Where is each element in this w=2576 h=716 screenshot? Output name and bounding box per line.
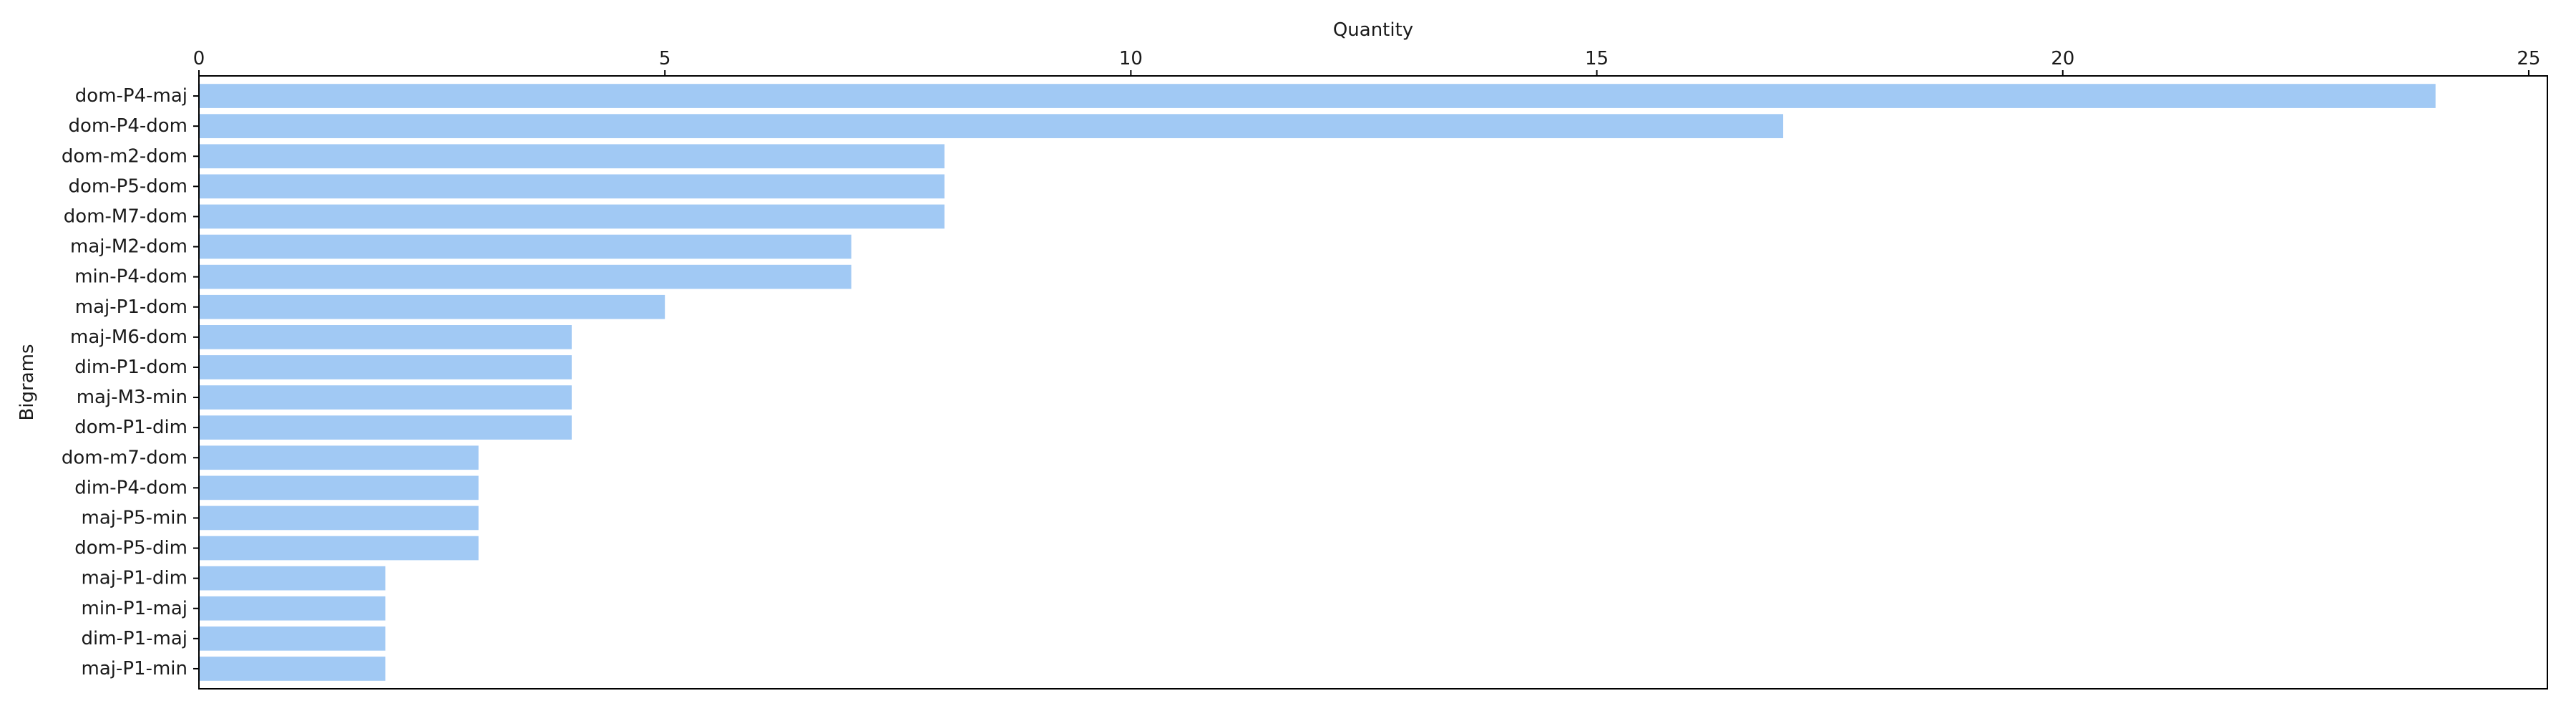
category-label: maj-P1-min: [82, 658, 188, 679]
x-tick-label: 25: [2517, 48, 2540, 69]
category-label: dim-P4-dom: [74, 477, 187, 498]
bar-dom-P5-dim: [199, 536, 479, 561]
bar-maj-M6-dom: [199, 325, 572, 349]
bar-maj-M3-min: [199, 385, 572, 410]
bar-dim-P4-dom: [199, 475, 479, 500]
bar-maj-P1-dim: [199, 566, 386, 591]
x-ticks-layer: 0 5 10 15 20 25: [193, 48, 2540, 76]
category-label: dom-P4-maj: [75, 85, 187, 107]
category-label: maj-P5-min: [82, 507, 188, 528]
category-label: dim-P1-dom: [74, 357, 187, 378]
category-label: maj-P1-dom: [75, 296, 187, 318]
category-label: dom-P5-dom: [69, 175, 187, 197]
x-axis-title: Quantity: [1333, 19, 1413, 41]
category-label: min-P4-dom: [74, 266, 187, 288]
x-tick-label: 5: [659, 48, 671, 69]
bar-min-P1-maj: [199, 596, 386, 621]
category-label: dom-P5-dim: [74, 538, 187, 559]
category-label: dom-P1-dim: [74, 417, 187, 438]
x-tick-label: 20: [2051, 48, 2074, 69]
category-label: dom-P4-dom: [69, 115, 187, 137]
category-label: maj-M2-dom: [70, 236, 187, 258]
category-label: dom-M7-dom: [64, 205, 187, 227]
category-label: min-P1-maj: [82, 598, 188, 619]
bar-maj-P5-min: [199, 505, 479, 531]
bars-layer: [199, 84, 2436, 681]
bar-dim-P1-dom: [199, 355, 572, 379]
category-label: dom-m2-dom: [62, 145, 187, 167]
category-label: dom-m7-dom: [62, 447, 187, 468]
bar-maj-M2-dom: [199, 234, 852, 259]
bar-dom-m7-dom: [199, 445, 479, 470]
bar-min-P4-dom: [199, 264, 852, 289]
bar-dom-M7-dom: [199, 204, 945, 229]
category-label: maj-M3-min: [77, 387, 187, 408]
x-tick-label: 15: [1585, 48, 1609, 69]
category-label: dim-P1-maj: [81, 628, 187, 649]
bar-dom-P1-dim: [199, 415, 572, 440]
x-tick-label: 0: [193, 48, 205, 69]
bar-dom-P5-dom: [199, 174, 945, 199]
bar-maj-P1-min: [199, 657, 386, 681]
bar-dom-P4-maj: [199, 84, 2436, 108]
plot-frame: [198, 75, 2548, 690]
y-axis-title: Bigrams: [16, 344, 38, 420]
y-category-layer: dom-P4-maj dom-P4-dom dom-m2-dom dom-P5-dom…: [62, 85, 199, 679]
bar-dom-m2-dom: [199, 144, 945, 169]
bar-maj-P1-dom: [199, 294, 665, 319]
bar-dim-P1-maj: [199, 626, 386, 651]
bar-dom-P4-dom: [199, 114, 1784, 138]
x-tick-label: 10: [1119, 48, 1143, 69]
category-label: maj-M6-dom: [70, 326, 187, 348]
category-label: maj-P1-dim: [81, 568, 187, 589]
